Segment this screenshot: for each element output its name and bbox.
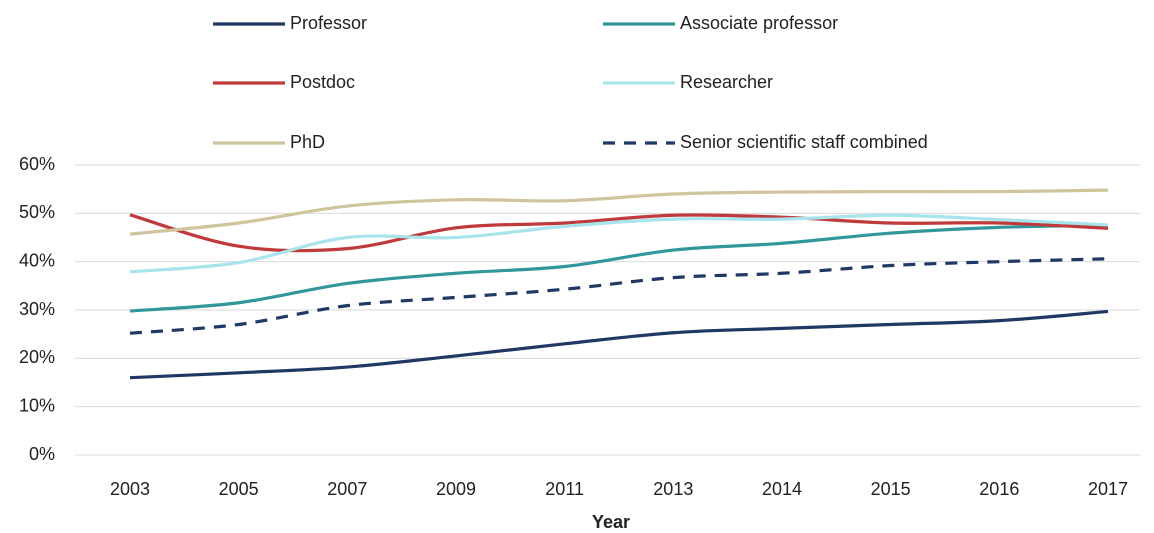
y-tick-label: 40% [19, 250, 55, 270]
series-line [129, 223, 1109, 313]
x-tick-label: 2009 [436, 479, 476, 499]
x-tick-label: 2016 [979, 479, 1019, 499]
x-tick-label: 2005 [219, 479, 259, 499]
series-line [129, 257, 1109, 335]
y-tick-label: 20% [19, 347, 55, 367]
x-tick-label: 2007 [327, 479, 367, 499]
series-line [129, 188, 1109, 236]
series-line [129, 309, 1109, 380]
y-tick-label: 30% [19, 299, 55, 319]
x-tick-label: 2003 [110, 479, 150, 499]
x-tick-label: 2013 [653, 479, 693, 499]
legend-label: PhD [290, 132, 325, 152]
series-line [129, 213, 1109, 253]
y-tick-label: 60% [19, 154, 55, 174]
x-tick-label: 2017 [1088, 479, 1128, 499]
x-tick-label: 2011 [545, 479, 584, 499]
legend-label: Associate professor [680, 13, 838, 33]
y-tick-label: 0% [29, 444, 55, 464]
legend-label: Postdoc [290, 72, 355, 92]
x-tick-label: 2015 [871, 479, 911, 499]
x-axis-label: Year [592, 512, 630, 532]
y-tick-label: 10% [19, 395, 55, 415]
legend-label: Researcher [680, 72, 773, 92]
legend-label: Senior scientific staff combined [680, 132, 928, 152]
x-tick-label: 2014 [762, 479, 802, 499]
legend-label: Professor [290, 13, 367, 33]
y-tick-label: 50% [19, 202, 55, 222]
series-line [129, 213, 1109, 274]
